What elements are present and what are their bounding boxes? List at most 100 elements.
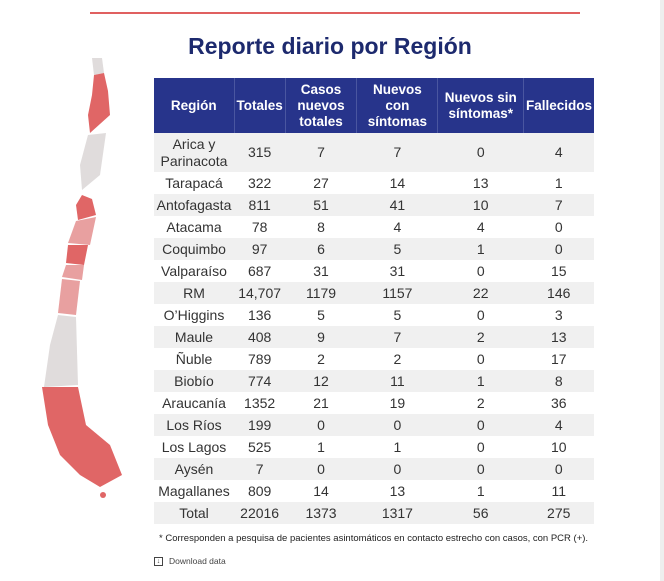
value-cell: 2 xyxy=(317,351,325,367)
value-cell: 5 xyxy=(393,307,402,323)
value-cell: 811 xyxy=(234,194,286,216)
value-cell: 4 xyxy=(476,219,485,235)
table-row: Los Lagos 525 1 1 0 10 xyxy=(154,436,594,458)
table-row: Total 22016 1373 1317 56 275 xyxy=(154,502,594,524)
value-cell: 22016 xyxy=(234,502,286,524)
chile-region-map xyxy=(42,58,122,498)
value-cell: 3 xyxy=(554,307,563,323)
value-cell: 0 xyxy=(523,458,594,480)
map-region-austral xyxy=(42,387,122,487)
value-cell: 7 xyxy=(523,194,594,216)
value-cell: 0 xyxy=(476,439,485,455)
value-cell: 2 xyxy=(476,395,485,411)
value-cell: 36 xyxy=(550,395,567,411)
value-cell: 0 xyxy=(356,414,438,436)
value-cell: 1 xyxy=(476,483,485,499)
value-cell: 1 xyxy=(554,175,563,191)
value-cell: 14 xyxy=(389,175,406,191)
value-cell: 13 xyxy=(472,175,489,191)
map-region-valparaiso xyxy=(66,245,88,265)
map-region-atacama xyxy=(76,195,96,220)
value-cell: 809 xyxy=(247,483,272,499)
value-cell: 789 xyxy=(247,351,272,367)
value-cell: 0 xyxy=(285,458,357,480)
region-name-cell: Antofagasta xyxy=(154,194,234,216)
value-cell: 10 xyxy=(550,439,567,455)
value-cell: 12 xyxy=(285,370,357,392)
map-region-rm xyxy=(62,265,84,280)
table-row: Maule 408 9 7 2 13 xyxy=(154,326,594,348)
region-name-cell: Araucanía xyxy=(162,395,226,411)
value-cell: 11 xyxy=(356,370,438,392)
accent-line xyxy=(90,12,580,14)
column-header: Casos nuevos totales xyxy=(285,78,358,133)
value-cell: 525 xyxy=(247,439,272,455)
value-cell: 0 xyxy=(285,414,357,436)
value-cell: 7 xyxy=(285,133,357,172)
value-cell: 0 xyxy=(356,458,438,480)
value-cell: 1 xyxy=(437,370,524,392)
region-name-cell: Biobío xyxy=(154,370,234,392)
map-region-coquimbo xyxy=(68,217,96,245)
table-row: Aysén 7 0 0 0 0 xyxy=(154,458,594,480)
column-header: Totales xyxy=(234,78,286,133)
table-row: Los Ríos 199 0 0 0 4 xyxy=(154,414,594,436)
value-cell: 10 xyxy=(437,194,524,216)
value-cell: 1352 xyxy=(244,395,276,411)
table-row: Valparaíso 687 31 31 0 15 xyxy=(154,260,594,282)
region-name-cell: Coquimbo xyxy=(154,238,234,260)
table-row: Antofagasta 811 51 41 10 7 xyxy=(154,194,594,216)
value-cell: 1 xyxy=(393,439,402,455)
map-region-arica xyxy=(92,58,104,75)
value-cell: 8 xyxy=(317,219,325,235)
value-cell: 1 xyxy=(437,238,524,260)
column-header: Región xyxy=(154,78,235,133)
value-cell: 13 xyxy=(523,326,594,348)
value-cell: 11 xyxy=(551,483,566,499)
value-cell: 2 xyxy=(393,351,402,367)
value-cell: 4 xyxy=(523,414,594,436)
region-name-cell: Maule xyxy=(154,326,234,348)
value-cell: 1 xyxy=(317,439,325,455)
region-name-cell: Total xyxy=(154,502,234,524)
region-name-cell: Valparaíso xyxy=(161,263,227,279)
download-data-link[interactable]: ↓ Download data xyxy=(154,556,226,566)
table-row: Ñuble 789 2 2 0 17 xyxy=(154,348,594,370)
value-cell: 31 xyxy=(313,263,329,279)
map-region-tarapaca xyxy=(88,73,110,133)
value-cell: 27 xyxy=(313,175,329,191)
table-row: Coquimbo 97 6 5 1 0 xyxy=(154,238,594,260)
table-row: Atacama 78 8 4 4 0 xyxy=(154,216,594,238)
value-cell: 275 xyxy=(523,502,594,524)
value-cell: 315 xyxy=(234,133,286,172)
page-title: Reporte diario por Región xyxy=(188,33,472,59)
table-row: O’Higgins 136 5 5 0 3 xyxy=(154,304,594,326)
value-cell: 0 xyxy=(437,458,524,480)
table-row: Tarapacá 322 27 14 13 1 xyxy=(154,172,594,194)
region-name-cell: Los Ríos xyxy=(154,414,234,436)
value-cell: 136 xyxy=(247,307,272,323)
value-cell: 7 xyxy=(234,458,286,480)
value-cell: 1157 xyxy=(356,282,438,304)
value-cell: 0 xyxy=(476,263,485,279)
value-cell: 408 xyxy=(234,326,286,348)
value-cell: 21 xyxy=(313,395,329,411)
value-cell: 6 xyxy=(285,238,357,260)
region-table: Región Totales Casos nuevos totales Nuevos … xyxy=(154,78,594,524)
value-cell: 97 xyxy=(234,238,286,260)
value-cell: 9 xyxy=(285,326,357,348)
value-cell: 774 xyxy=(234,370,286,392)
page-border xyxy=(660,0,664,581)
value-cell: 4 xyxy=(393,219,402,235)
value-cell: 1317 xyxy=(356,502,438,524)
value-cell: 5 xyxy=(356,238,438,260)
value-cell: 0 xyxy=(523,238,594,260)
value-cell: 0 xyxy=(476,307,485,323)
value-cell: 322 xyxy=(247,175,272,191)
value-cell: 1373 xyxy=(285,502,357,524)
value-cell: 19 xyxy=(389,395,406,411)
value-cell: 22 xyxy=(437,282,524,304)
region-name-cell: Aysén xyxy=(154,458,234,480)
download-label: Download data xyxy=(169,556,226,566)
value-cell: 8 xyxy=(523,370,594,392)
